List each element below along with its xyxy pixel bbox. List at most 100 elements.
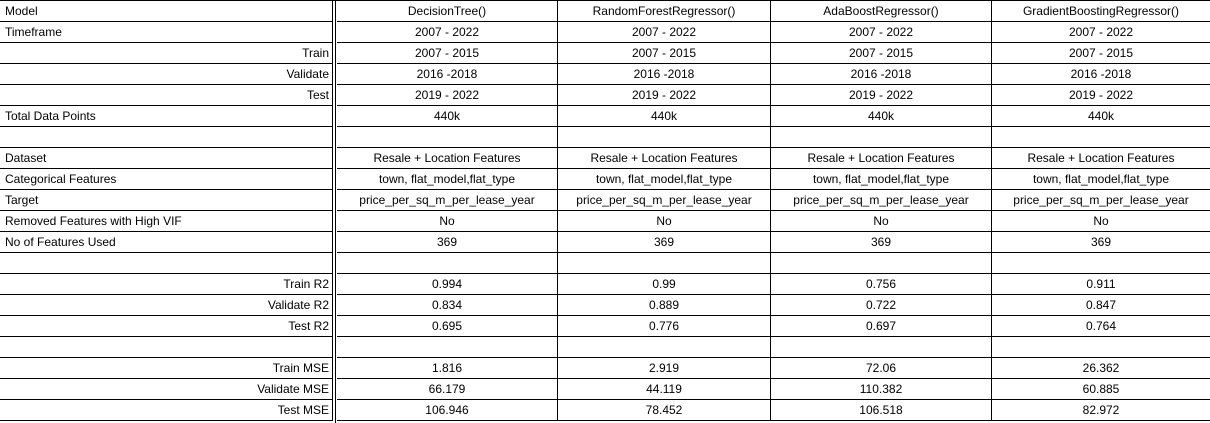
value-cell[interactable]: 440k [771,106,992,127]
value-cell[interactable]: 1.816 [337,358,558,379]
value-cell[interactable]: 2007 - 2022 [558,22,771,43]
value-cell[interactable]: 2007 - 2022 [337,22,558,43]
value-cell[interactable]: 78.452 [558,400,771,421]
value-cell[interactable]: 2019 - 2022 [992,85,1210,106]
value-cell[interactable]: 369 [992,232,1210,253]
value-cell[interactable]: Resale + Location Features [337,148,558,169]
value-cell[interactable]: Resale + Location Features [771,148,992,169]
row-label-cell[interactable]: Test R2 [0,316,333,337]
value-cell[interactable]: 106.946 [337,400,558,421]
value-cell[interactable] [992,127,1210,148]
value-cell[interactable]: 2019 - 2022 [337,85,558,106]
value-cell[interactable]: 440k [992,106,1210,127]
value-cell[interactable]: 0.911 [992,274,1210,295]
value-cell[interactable]: No [992,211,1210,232]
value-cell[interactable] [337,337,558,358]
value-cell[interactable] [992,253,1210,274]
value-cell[interactable]: 2007 - 2015 [992,43,1210,64]
value-cell[interactable]: 0.756 [771,274,992,295]
value-cell[interactable]: 0.889 [558,295,771,316]
row-label-cell[interactable]: No of Features Used [0,232,333,253]
row-label-cell[interactable]: Total Data Points [0,106,333,127]
value-cell[interactable]: price_per_sq_m_per_lease_year [992,190,1210,211]
value-cell[interactable]: 0.99 [558,274,771,295]
row-label-cell[interactable]: Test MSE [0,400,333,421]
value-cell[interactable]: 2007 - 2022 [771,22,992,43]
value-cell[interactable]: 2019 - 2022 [771,85,992,106]
value-cell[interactable]: 0.834 [337,295,558,316]
value-cell[interactable] [558,337,771,358]
value-cell[interactable]: 0.847 [992,295,1210,316]
value-cell[interactable]: town, flat_model,flat_type [558,169,771,190]
value-cell[interactable]: 106.518 [771,400,992,421]
value-cell[interactable]: 2016 -2018 [992,64,1210,85]
row-label-cell[interactable] [0,337,333,358]
value-cell[interactable]: 2016 -2018 [558,64,771,85]
value-cell[interactable]: 0.776 [558,316,771,337]
value-cell[interactable]: 72.06 [771,358,992,379]
value-cell[interactable]: 26.362 [992,358,1210,379]
value-cell[interactable]: DecisionTree() [337,1,558,22]
row-label-cell[interactable]: Categorical Features [0,169,333,190]
row-label-cell[interactable]: Timeframe [0,22,333,43]
row-label-cell[interactable]: Test [0,85,333,106]
value-cell[interactable] [992,337,1210,358]
value-cell[interactable]: 0.695 [337,316,558,337]
row-label-cell[interactable]: Train [0,43,333,64]
value-cell[interactable]: 2019 - 2022 [558,85,771,106]
value-cell[interactable]: town, flat_model,flat_type [337,169,558,190]
value-cell[interactable] [771,127,992,148]
value-cell[interactable]: 369 [558,232,771,253]
value-cell[interactable]: 440k [558,106,771,127]
value-cell[interactable]: 2.919 [558,358,771,379]
row-label-cell[interactable]: Dataset [0,148,333,169]
value-cell[interactable]: 0.697 [771,316,992,337]
row-label-cell[interactable]: Validate R2 [0,295,333,316]
value-cell[interactable] [771,337,992,358]
value-cell[interactable]: 0.764 [992,316,1210,337]
value-cell[interactable]: 440k [337,106,558,127]
value-cell[interactable]: town, flat_model,flat_type [771,169,992,190]
value-cell[interactable] [558,127,771,148]
value-cell[interactable]: GradientBoostingRegressor() [992,1,1210,22]
value-cell[interactable]: RandomForestRegressor() [558,1,771,22]
row-label-cell[interactable]: Validate [0,64,333,85]
value-cell[interactable]: 2007 - 2015 [558,43,771,64]
value-cell[interactable]: Resale + Location Features [992,148,1210,169]
value-cell[interactable]: 82.972 [992,400,1210,421]
value-cell[interactable]: 66.179 [337,379,558,400]
value-cell[interactable]: 369 [337,232,558,253]
value-cell[interactable]: No [337,211,558,232]
value-cell[interactable]: 0.722 [771,295,992,316]
value-cell[interactable]: AdaBoostRegressor() [771,1,992,22]
value-cell[interactable]: Resale + Location Features [558,148,771,169]
value-cell[interactable]: 0.994 [337,274,558,295]
value-cell[interactable]: 2007 - 2015 [337,43,558,64]
value-cell[interactable] [558,253,771,274]
value-cell[interactable]: town, flat_model,flat_type [992,169,1210,190]
value-cell[interactable]: price_per_sq_m_per_lease_year [558,190,771,211]
row-label-cell[interactable]: Removed Features with High VIF [0,211,333,232]
value-cell[interactable]: No [558,211,771,232]
value-cell[interactable] [337,127,558,148]
value-cell[interactable]: 110.382 [771,379,992,400]
row-label-cell[interactable]: Train R2 [0,274,333,295]
row-label-cell[interactable] [0,127,333,148]
value-cell[interactable]: price_per_sq_m_per_lease_year [337,190,558,211]
row-label-cell[interactable]: Model [0,1,333,22]
row-label-cell[interactable] [0,253,333,274]
value-cell[interactable]: 44.119 [558,379,771,400]
value-cell[interactable]: No [771,211,992,232]
value-cell[interactable]: price_per_sq_m_per_lease_year [771,190,992,211]
value-cell[interactable]: 369 [771,232,992,253]
row-label-cell[interactable]: Target [0,190,333,211]
row-label-cell[interactable]: Train MSE [0,358,333,379]
value-cell[interactable]: 2007 - 2015 [771,43,992,64]
row-label-cell[interactable]: Validate MSE [0,379,333,400]
value-cell[interactable] [337,253,558,274]
value-cell[interactable]: 2016 -2018 [771,64,992,85]
value-cell[interactable]: 2007 - 2022 [992,22,1210,43]
value-cell[interactable]: 2016 -2018 [337,64,558,85]
value-cell[interactable] [771,253,992,274]
value-cell[interactable]: 60.885 [992,379,1210,400]
